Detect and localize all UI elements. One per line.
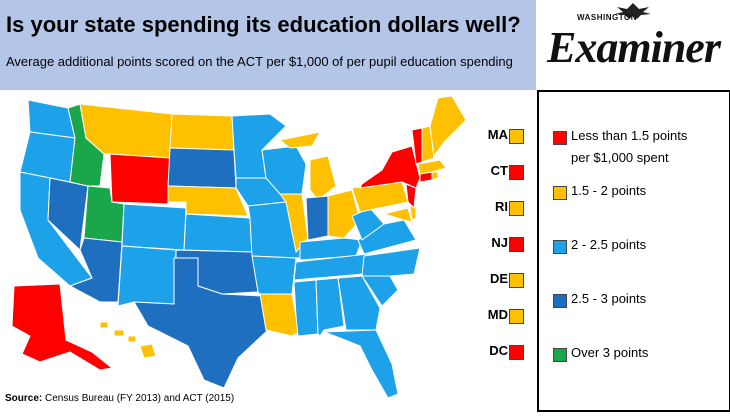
logo-big-text: Examiner — [547, 23, 721, 72]
state-nd — [169, 113, 235, 151]
legend-label-green: Over 3 points — [571, 345, 649, 360]
page-title: Is your state spending its education dol… — [6, 12, 521, 37]
small-state-label: DC — [489, 343, 508, 358]
state-hi-2 — [113, 329, 125, 337]
legend-label-light-blue: 2 - 2.5 points — [571, 237, 647, 252]
legend-label-dark-blue: 2.5 - 3 points — [571, 291, 647, 306]
small-state-dc: DC — [478, 343, 534, 361]
small-state-label: MD — [487, 307, 508, 322]
state-ri — [431, 171, 439, 181]
state-sd — [167, 147, 237, 189]
small-state-swatch — [509, 237, 524, 252]
small-state-swatch — [509, 201, 524, 216]
legend-swatch-red — [553, 131, 567, 145]
state-nm — [117, 245, 177, 307]
state-md — [383, 207, 413, 223]
legend-label-red: Less than 1.5 points per $1,000 spent — [571, 128, 688, 165]
state-ks — [183, 213, 253, 253]
small-state-swatch — [509, 273, 524, 288]
small-state-swatch — [509, 129, 524, 144]
washington-examiner-logo: WASHINGTON Examiner — [537, 0, 730, 90]
legend: Less than 1.5 points per $1,000 spent 1.5… — [537, 90, 730, 412]
small-state-ct: CT — [478, 163, 534, 181]
state-hi-4 — [139, 343, 157, 359]
state-ar — [251, 255, 297, 295]
small-state-ma: MA — [478, 127, 534, 145]
legend-swatch-light-blue — [553, 240, 567, 254]
state-hi-1 — [99, 321, 109, 329]
source-label: Source: — [5, 393, 43, 404]
small-state-label: MA — [487, 127, 508, 142]
legend-swatch-green — [553, 348, 567, 362]
small-state-ri: RI — [478, 199, 534, 217]
page-subtitle: Average additional points scored on the … — [6, 54, 513, 69]
state-nc — [361, 247, 421, 277]
state-me — [429, 95, 467, 157]
state-co — [121, 203, 187, 251]
state-ak — [11, 283, 113, 371]
state-wy — [109, 153, 171, 205]
small-state-nj: NJ — [478, 235, 534, 253]
source-text: Census Bureau (FY 2013) and ACT (2015) — [45, 393, 235, 404]
small-state-label: RI — [495, 199, 508, 214]
state-fl — [323, 329, 399, 399]
small-state-md: MD — [478, 307, 534, 325]
small-state-label: DE — [489, 271, 508, 286]
state-ky — [299, 237, 363, 261]
state-in — [305, 195, 329, 241]
title-band: Is your state spending its education dol… — [0, 0, 536, 90]
logo-small-text: WASHINGTON — [577, 13, 637, 22]
small-state-label: NJ — [491, 235, 508, 250]
state-hi-3 — [127, 335, 137, 343]
small-state-de: DE — [478, 271, 534, 289]
state-mi — [279, 131, 337, 201]
small-state-swatch — [509, 309, 524, 324]
small-state-swatch — [509, 345, 524, 360]
legend-label-orange: 1.5 - 2 points — [571, 183, 647, 198]
small-state-label: CT — [490, 163, 508, 178]
legend-swatch-orange — [553, 186, 567, 200]
small-state-swatch — [509, 165, 524, 180]
source-note: Source: Census Bureau (FY 2013) and ACT … — [5, 393, 234, 404]
state-ga — [337, 275, 381, 331]
state-tx — [133, 257, 269, 389]
legend-swatch-dark-blue — [553, 294, 567, 308]
us-map-svg — [11, 95, 467, 399]
state-ms — [293, 279, 319, 337]
state-oh — [327, 189, 361, 239]
state-ny — [359, 145, 421, 189]
eagle-emblem — [615, 3, 651, 19]
us-map — [0, 90, 536, 411]
state-ma — [417, 159, 447, 175]
